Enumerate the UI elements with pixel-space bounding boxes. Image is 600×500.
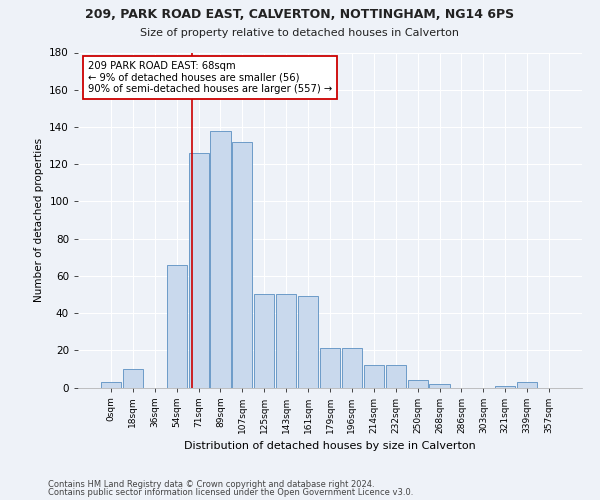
Text: Contains HM Land Registry data © Crown copyright and database right 2024.: Contains HM Land Registry data © Crown c… (48, 480, 374, 489)
Bar (342, 348, 362, 388)
Bar (101, 382, 121, 388)
Text: Size of property relative to detached houses in Calverton: Size of property relative to detached ho… (140, 28, 460, 38)
Bar (320, 348, 340, 388)
Bar (254, 294, 274, 388)
Bar (386, 365, 406, 388)
X-axis label: Distribution of detached houses by size in Calverton: Distribution of detached houses by size … (184, 441, 476, 451)
Bar (276, 294, 296, 388)
Text: 209, PARK ROAD EAST, CALVERTON, NOTTINGHAM, NG14 6PS: 209, PARK ROAD EAST, CALVERTON, NOTTINGH… (85, 8, 515, 21)
Bar (407, 380, 428, 388)
Y-axis label: Number of detached properties: Number of detached properties (34, 138, 44, 302)
Bar (167, 264, 187, 388)
Bar (495, 386, 515, 388)
Text: 209 PARK ROAD EAST: 68sqm
← 9% of detached houses are smaller (56)
90% of semi-d: 209 PARK ROAD EAST: 68sqm ← 9% of detach… (88, 61, 332, 94)
Bar (123, 369, 143, 388)
Bar (298, 296, 318, 388)
Text: Contains public sector information licensed under the Open Government Licence v3: Contains public sector information licen… (48, 488, 413, 497)
Bar (188, 153, 209, 388)
Bar (430, 384, 449, 388)
Bar (517, 382, 537, 388)
Bar (232, 142, 253, 388)
Bar (211, 130, 230, 388)
Bar (364, 365, 384, 388)
